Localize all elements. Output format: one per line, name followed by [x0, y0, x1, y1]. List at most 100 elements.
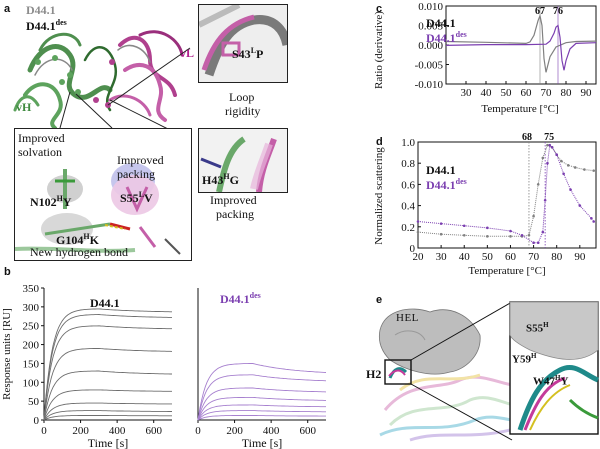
b-y-tick-label: 250 — [23, 321, 40, 333]
b-sensorgram-curve — [197, 374, 327, 421]
b-x-axis-label: Time [s] — [88, 436, 129, 449]
inset-loop-rigidity — [198, 4, 288, 83]
d-x-axis-label: Temperature [°C] — [468, 265, 545, 277]
d-data-point — [532, 214, 535, 218]
d-y-tick-label: 0.2 — [401, 222, 415, 234]
d-data-point — [527, 233, 531, 237]
b-sensorgram-curve — [197, 387, 327, 421]
packing-caption-1: Improved — [117, 153, 164, 167]
w47h-tail: Y — [560, 375, 569, 388]
c-x-tick-label: 80 — [561, 87, 573, 99]
s55h-label: S55H — [526, 321, 549, 335]
c-x-tick-label: 60 — [521, 87, 533, 99]
loop-caption-1: Loop — [229, 90, 255, 104]
b-y-tick-label: 350 — [23, 283, 40, 295]
n102-tail: Y — [62, 195, 72, 209]
h2-label: H2 — [366, 367, 382, 381]
b-y-tick-label: 150 — [23, 358, 40, 370]
d-data-point — [548, 143, 552, 147]
c-legend-sup: des — [455, 30, 467, 39]
d-data-point — [590, 217, 593, 220]
d-data-point — [546, 143, 549, 147]
legend-sup: des — [55, 18, 67, 27]
d-onset-label-68: 68 — [522, 132, 532, 143]
b-title-d441des: D44.1des — [220, 291, 261, 307]
d-y-tick-label: 1.0 — [401, 137, 415, 149]
n102-sup: H — [56, 194, 63, 203]
c-y-tick-label: -0.005 — [415, 60, 444, 72]
h43-label: H43HG — [202, 172, 239, 188]
b-y-tick-label: 200 — [23, 340, 40, 352]
g104-tail: K — [89, 233, 99, 247]
s43-label: S43LP — [232, 46, 263, 62]
chain-vl-label: vL — [180, 46, 195, 60]
d-x-tick-label: 60 — [505, 251, 517, 263]
b-sensorgram-curve — [43, 308, 172, 421]
b-x-axis-label: Time [s] — [242, 436, 283, 449]
b-sensorgram-curve — [43, 370, 172, 421]
d-onset-label-75: 75 — [544, 132, 554, 143]
panel-a-legend-d441des: D44.1des — [26, 18, 67, 34]
d-x-tick-label: 70 — [528, 251, 540, 263]
derivative-chart: 30 40 50 60 70 80 90 -0.010 -0.005 0.000 0.005 0.01… — [373, 1, 597, 115]
panel-a-legend-d441: D44.1 — [26, 3, 56, 17]
n102-label: N102HY — [30, 194, 72, 210]
d-legend-sup: des — [455, 177, 467, 186]
c-legend-base: D44.1 — [426, 31, 456, 45]
d-data-point — [560, 159, 563, 163]
d-y-axis-label: Normalized scattering — [373, 147, 385, 245]
h43-sup: H — [223, 172, 230, 181]
d-data-point — [462, 233, 466, 237]
b-x-tick-label: 0 — [195, 425, 201, 437]
b-y-axis-label: Response units [RU] — [1, 308, 13, 400]
b-sensorgram-curve — [43, 410, 172, 421]
h43-base: H43 — [202, 173, 224, 187]
b-sensorgram-curve — [43, 347, 173, 421]
s55h-sup: H — [543, 321, 549, 329]
d-x-tick-label: 30 — [436, 251, 448, 263]
d-data-point — [416, 230, 420, 234]
c-series-line — [445, 13, 597, 73]
d-data-point — [439, 232, 443, 236]
d-data-point — [555, 153, 559, 157]
d-y-tick-label: 0 — [410, 243, 416, 255]
d-data-point — [573, 166, 577, 169]
d-y-tick-label: 0.8 — [401, 158, 415, 170]
c-peak-label-76: 76 — [553, 6, 563, 17]
spr-sensorgram-chart: 0 200 400 600 0 50 100 150 200 250 300 350 Time [s] 0… — [1, 283, 327, 449]
d-data-point — [592, 220, 595, 223]
d-data-point — [583, 168, 586, 171]
b-y-tick-label: 300 — [23, 302, 40, 314]
c-y-tick-label: -0.010 — [415, 79, 444, 91]
d-x-tick-label: 80 — [551, 251, 563, 263]
b-x-tick-label: 400 — [109, 425, 126, 437]
d-y-tick-label: 0.6 — [401, 179, 415, 191]
b-y-tick-label: 0 — [34, 415, 40, 427]
hel-antigen-label: HEL — [396, 312, 419, 324]
b-sensorgram-curve — [43, 325, 172, 421]
d-data-point — [462, 224, 466, 228]
d-data-point — [578, 204, 582, 207]
d-data-point — [562, 172, 565, 176]
c-y-tick-label: 0.000 — [418, 40, 443, 52]
s43-base: S43 — [232, 47, 251, 61]
s43-sup: L — [250, 46, 257, 55]
panel-b-label: b — [4, 266, 11, 278]
panel-c-label: c — [376, 3, 383, 15]
s55-tail: V — [144, 191, 153, 205]
b-sensorgram-curve — [197, 410, 326, 421]
d-data-point — [541, 230, 545, 234]
c-x-axis-label: Temperature [°C] — [481, 103, 558, 115]
s55h-base: S55 — [526, 322, 544, 335]
d-x-tick-label: 20 — [413, 251, 425, 263]
d-data-point — [569, 188, 572, 191]
n102-base: N102 — [30, 195, 57, 209]
b-title-d441: D44.1 — [90, 296, 120, 310]
chain-vh-label: vH — [16, 100, 32, 114]
hbond-caption: New hydrogen bond — [30, 245, 128, 259]
b-sensorgram-curve — [197, 415, 326, 421]
b-sensorgram-curve — [43, 389, 172, 421]
inset-main-mutations — [14, 128, 192, 261]
b-x-tick-label: 600 — [299, 425, 316, 437]
s55-base: S55 — [120, 191, 139, 205]
